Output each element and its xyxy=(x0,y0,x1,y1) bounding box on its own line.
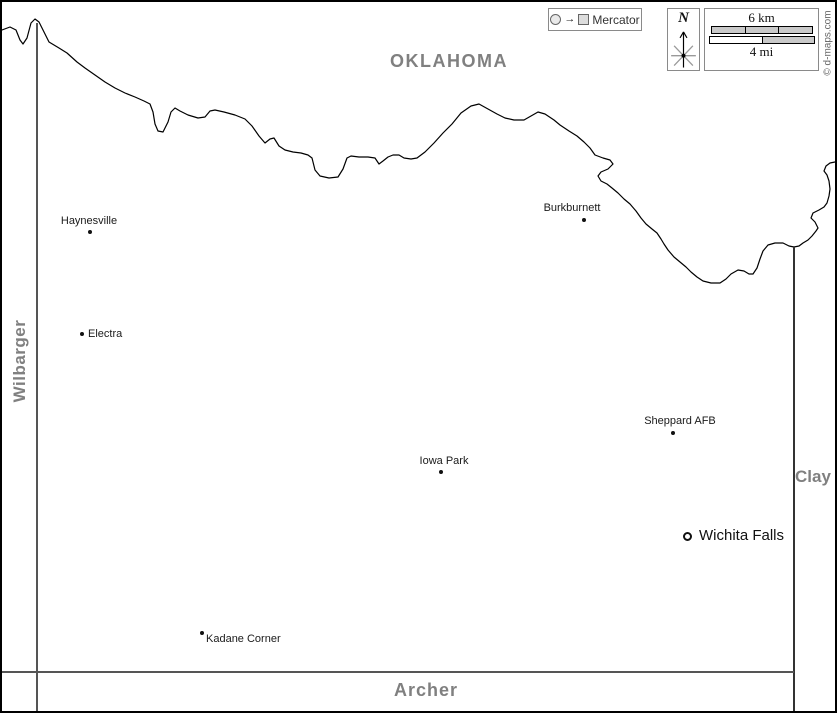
town-dot-burkburnett xyxy=(582,218,586,222)
arrow-right-icon: → xyxy=(564,13,576,25)
town-label-haynesville: Haynesville xyxy=(60,215,118,227)
projected-square-icon xyxy=(578,14,590,25)
region-label-oklahoma: OKLAHOMA xyxy=(390,51,508,71)
town-dot-iowa-park xyxy=(439,470,443,474)
region-label-archer: Archer xyxy=(393,680,459,700)
town-label-burkburnett: Burkburnett xyxy=(543,202,601,214)
town-label-electra: Electra xyxy=(88,328,123,340)
scale-tick xyxy=(778,27,780,34)
town-label-iowa-park: Iowa Park xyxy=(419,455,469,467)
scale-km-label: 6 km xyxy=(748,10,775,25)
city-ring-wichita-falls xyxy=(683,532,692,541)
scale-bar-mi xyxy=(708,36,815,45)
globe-circle-icon xyxy=(550,14,562,25)
town-label-sheppard-afb: Sheppard AFB xyxy=(644,415,716,427)
scale-mi-label: 4 mi xyxy=(749,44,774,60)
scale-tick xyxy=(744,27,746,34)
scale-bar-km xyxy=(710,26,813,35)
projection-label: Mercator xyxy=(592,12,640,27)
region-label-wilbarger: Wilbarger xyxy=(10,319,29,403)
compass-box: N xyxy=(667,8,700,71)
town-dot-haynesville xyxy=(88,230,92,234)
projection-legend: → Mercator xyxy=(548,8,642,31)
scale-bar-box: 6 km 4 mi xyxy=(704,8,819,71)
town-dot-sheppard-afb xyxy=(671,431,675,435)
scale-tick xyxy=(761,37,763,44)
north-label: N xyxy=(678,10,689,26)
town-label-kadane-corner: Kadane Corner xyxy=(206,633,281,645)
town-dot-kadane-corner xyxy=(200,631,204,635)
north-arrow-icon xyxy=(671,31,696,68)
dmaps-credit: © d-maps.com xyxy=(822,10,834,76)
river-north-boundary xyxy=(2,18,835,284)
city-label-wichita-falls: Wichita Falls xyxy=(699,527,785,544)
town-dot-electra xyxy=(80,332,84,336)
region-label-clay: Clay xyxy=(795,467,831,486)
